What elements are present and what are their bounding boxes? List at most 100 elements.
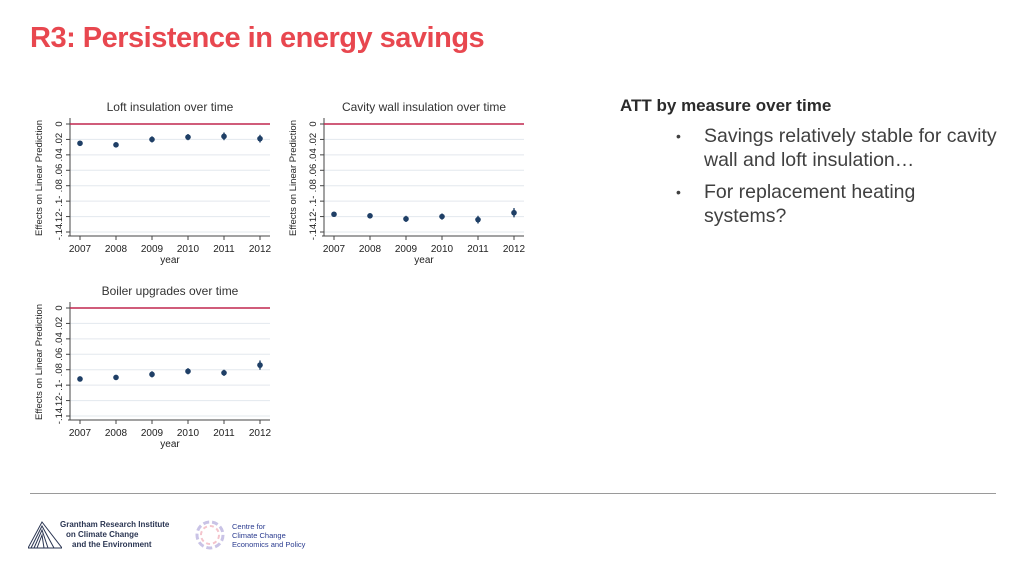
chart-svg: Cavity wall insulation over time -.14.12-… [288, 100, 526, 266]
data-point [149, 371, 155, 378]
y-tick-labels: -.14.12-.1- .08 .06 .04 .02 0 [308, 121, 319, 240]
y-tick-label: .04 [54, 148, 65, 161]
chart-svg: Loft insulation over time -.14.12-.1- .08.… [34, 100, 272, 266]
chart-svg: Boiler upgrades over time -.14.12-.1- .08.… [34, 284, 272, 450]
grantham-logo-line: Grantham Research Institute [60, 520, 170, 529]
y-tick-label: .12- [54, 208, 65, 224]
data-point [475, 216, 481, 223]
y-tick-label: .1- [54, 196, 65, 207]
data-point [77, 376, 83, 382]
y-tick-label: -.14 [54, 224, 65, 240]
y-tick-label: .04 [308, 148, 319, 161]
chart-cavity-wall-insulation: Cavity wall insulation over time -.14.12-… [282, 96, 530, 272]
x-tick-label: 2012 [503, 244, 526, 255]
data-point [511, 209, 517, 216]
y-tick-label: .08 [54, 179, 65, 192]
x-tick-label: 2009 [141, 428, 164, 439]
chart-loft-insulation: Loft insulation over time -.14.12- .1- .08.… [28, 96, 276, 272]
footer-divider [30, 493, 996, 494]
y-axis-title: Effects on Linear Prediction [34, 304, 45, 420]
x-tick-label: 2007 [69, 428, 92, 439]
chart-title: Boiler upgrades over time [102, 284, 239, 298]
cccep-logo-line: Centre for [232, 522, 266, 531]
x-tick-label: 2011 [467, 244, 489, 255]
x-tick-label: 2007 [69, 244, 92, 255]
y-tick-label: -.14 [308, 224, 319, 240]
y-tick-labels: -.14.12-.1- .08 .06 .04 .02 0 [54, 305, 65, 424]
x-tick-label: 2012 [249, 428, 272, 439]
cccep-logo-line: Climate Change [232, 531, 286, 540]
x-axis-title: year [160, 439, 180, 450]
bullet-marker: • [676, 128, 681, 144]
y-axis-title: Effects on Linear Prediction [34, 120, 45, 236]
bullet-item: • For replacement heating systems? [620, 180, 1000, 228]
x-axis-title: year [414, 255, 434, 266]
y-tick-label: .04 [54, 332, 65, 345]
x-tick-label: 2010 [177, 428, 200, 439]
y-tick-label: .1- [54, 380, 65, 391]
cccep-logo-line: Economics and Policy [232, 540, 306, 549]
bullet-list: • Savings relatively stable for cavity w… [620, 124, 1000, 228]
y-tick-label: .12- [308, 208, 319, 224]
data-point [257, 135, 263, 142]
y-tick-label: -.14 [54, 408, 65, 424]
y-tick-label: 0 [54, 121, 65, 126]
bullet-item: • Savings relatively stable for cavity w… [620, 124, 1000, 172]
y-tick-label: .02 [54, 133, 65, 146]
cccep-logo-text: Centre for Climate Change Economics and … [232, 522, 305, 549]
chart-boiler-upgrades: Boiler upgrades over time -.14.12- .1- .08.… [28, 280, 276, 456]
data-point [403, 216, 409, 222]
grantham-mountain-icon [27, 521, 64, 549]
chart-title: Cavity wall insulation over time [342, 100, 506, 114]
x-tick-label: 2007 [323, 244, 346, 255]
x-tick-label: 2011 [213, 244, 235, 255]
y-tick-label: 0 [308, 121, 319, 126]
y-tick-label: .06 [308, 164, 319, 177]
y-tick-label: .02 [54, 317, 65, 330]
y-tick-label: .06 [54, 348, 65, 361]
data-point [113, 374, 119, 381]
data-point [185, 368, 191, 375]
x-tick-label: 2008 [105, 428, 128, 439]
x-tick-label: 2008 [105, 244, 128, 255]
data-point [439, 213, 445, 220]
y-tick-label: .1- [308, 196, 319, 207]
bullet-text: Savings relatively stable for cavity wal… [704, 125, 997, 171]
x-axis-title: year [160, 255, 180, 266]
y-tick-label: .02 [308, 133, 319, 146]
data-point [221, 133, 227, 140]
cccep-logo: Centre for Climate Change Economics and … [192, 518, 322, 552]
data-point [149, 136, 155, 143]
grantham-logo-text: Grantham Research Institute on Climate C… [60, 520, 169, 550]
y-tick-label: .12- [54, 392, 65, 408]
y-tick-labels: -.14.12-.1- .08 .06 .04 .02 0 [54, 121, 65, 240]
y-tick-label: .08 [308, 179, 319, 192]
y-tick-label: 0 [54, 305, 65, 310]
data-point [257, 362, 263, 368]
x-tick-label: 2012 [249, 244, 272, 255]
x-tick-label: 2010 [431, 244, 454, 255]
data-point [113, 142, 119, 148]
x-tick-label: 2008 [359, 244, 382, 255]
y-tick-label: .06 [54, 164, 65, 177]
bullet-marker: • [676, 184, 681, 200]
y-axis-title: Effects on Linear Prediction [288, 120, 299, 236]
data-point [367, 213, 373, 219]
x-tick-label: 2011 [213, 428, 235, 439]
x-tick-label: 2009 [395, 244, 418, 255]
side-heading: ATT by measure over time [620, 96, 832, 115]
x-tick-label: 2009 [141, 244, 164, 255]
chart-title: Loft insulation over time [107, 100, 234, 114]
slide-title: R3: Persistence in energy savings [30, 22, 485, 54]
bullet-text: For replacement heating systems? [704, 181, 916, 227]
y-tick-label: .08 [54, 363, 65, 376]
data-point [331, 211, 337, 218]
grantham-logo: Grantham Research Institute on Climate C… [27, 518, 198, 552]
data-point [77, 140, 83, 147]
side-panel: ATT by measure over time • Savings relat… [620, 96, 1000, 236]
data-point [221, 370, 227, 376]
grantham-logo-line: and the Environment [72, 540, 152, 549]
cccep-circle-icon [195, 520, 225, 550]
x-tick-label: 2010 [177, 244, 200, 255]
grantham-logo-line: on Climate Change [66, 530, 139, 539]
